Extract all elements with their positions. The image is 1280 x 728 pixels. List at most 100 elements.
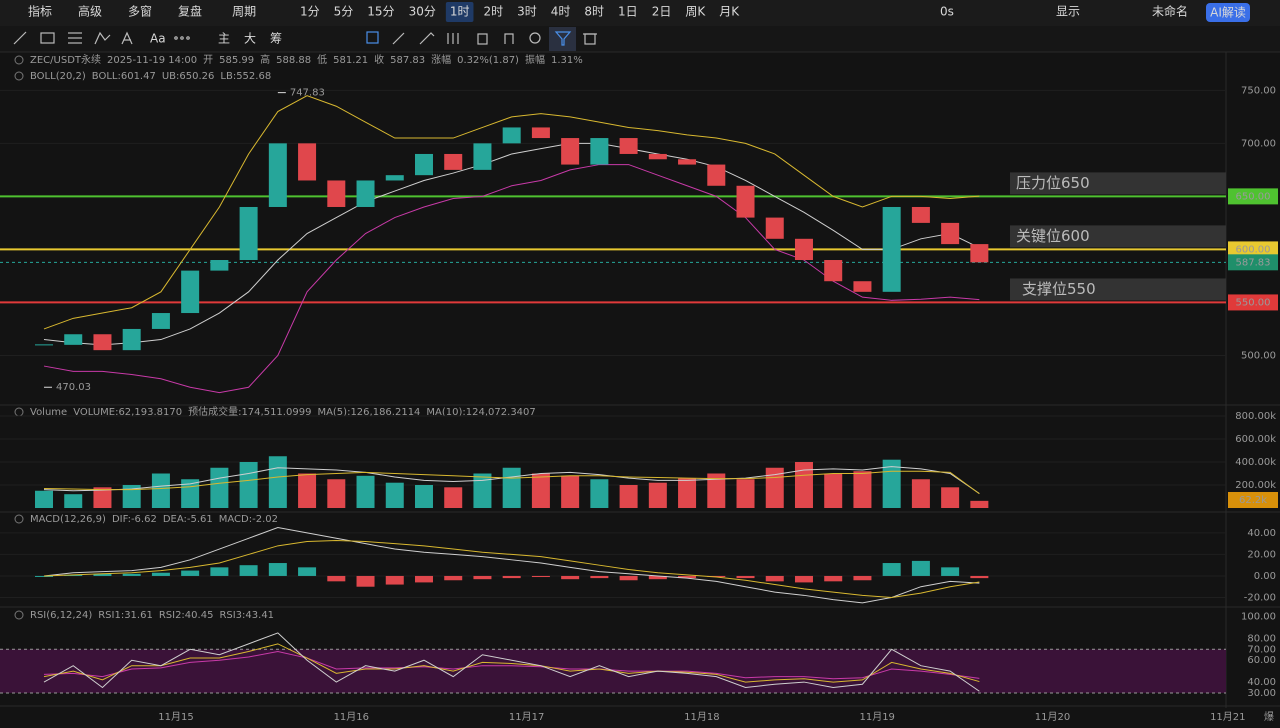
y-tick-label: 400.00k bbox=[1235, 457, 1276, 468]
indicator-header: 2025-11-19 14:00 bbox=[107, 55, 197, 66]
level-box bbox=[1010, 172, 1226, 195]
volume-bar bbox=[736, 479, 755, 508]
candle-body bbox=[561, 138, 580, 165]
macd-bar bbox=[444, 575, 463, 581]
drawing-tools[interactable] bbox=[13, 3, 1250, 51]
candle-body bbox=[93, 334, 112, 351]
menu-item[interactable]: 高级 bbox=[78, 4, 102, 19]
ai-button[interactable]: AI解读 bbox=[1210, 6, 1246, 20]
level-name: 压力位650 bbox=[1016, 174, 1090, 192]
period[interactable]: 1日 bbox=[618, 5, 638, 19]
tool-text[interactable]: 筹 bbox=[270, 32, 282, 46]
eye-icon[interactable] bbox=[14, 71, 24, 81]
period[interactable]: 15分 bbox=[367, 5, 394, 19]
menu-item[interactable]: 指标 bbox=[28, 4, 52, 19]
macd-bar bbox=[414, 575, 433, 583]
indicator-header: 1.31% bbox=[551, 55, 583, 66]
indicator-header: MA(10):124,072.3407 bbox=[426, 407, 535, 418]
eye-icon[interactable] bbox=[14, 610, 24, 620]
indicator-header: 收 bbox=[374, 53, 384, 66]
menu-item[interactable]: 周期 bbox=[232, 5, 256, 19]
level-name: 支撑位550 bbox=[1022, 280, 1096, 298]
candle-body bbox=[736, 185, 755, 218]
y-tick-label: 700.00 bbox=[1241, 138, 1276, 149]
macd-bar bbox=[327, 575, 346, 582]
volume-bar bbox=[531, 473, 550, 508]
volume-bar bbox=[561, 475, 580, 508]
eye-icon[interactable] bbox=[14, 55, 24, 65]
candle-body bbox=[327, 180, 346, 207]
y-tick-label: 40.00 bbox=[1247, 528, 1276, 539]
menu-item[interactable]: 复盘 bbox=[178, 4, 202, 19]
macd-bar bbox=[385, 575, 404, 585]
period[interactable]: 2日 bbox=[652, 5, 672, 19]
tool-text[interactable]: 大 bbox=[244, 32, 256, 46]
macd-bar bbox=[502, 575, 521, 579]
y-tick-label: -20.00 bbox=[1244, 592, 1276, 603]
period[interactable]: 1时 bbox=[450, 5, 470, 19]
candle-body bbox=[531, 127, 550, 139]
candle-body bbox=[678, 159, 697, 165]
candle-body bbox=[970, 244, 989, 263]
level-axis-label: 550.00 bbox=[1236, 297, 1271, 308]
period[interactable]: 1分 bbox=[300, 5, 320, 19]
macd-bar bbox=[794, 575, 813, 583]
candle-body bbox=[590, 138, 609, 165]
volume-bar bbox=[298, 473, 317, 508]
level-name: 关键位600 bbox=[1016, 227, 1090, 245]
rsi1 bbox=[43, 632, 980, 692]
volume-bar bbox=[151, 473, 170, 508]
top-right-item[interactable]: 未命名 bbox=[1152, 4, 1188, 19]
volume-bar bbox=[268, 456, 287, 508]
indicator-header: 开 bbox=[203, 55, 213, 66]
period[interactable]: 5分 bbox=[334, 5, 354, 19]
boll-lb bbox=[43, 164, 980, 394]
menu-item[interactable]: 多窗 bbox=[128, 5, 152, 19]
period[interactable]: 4时 bbox=[551, 5, 571, 19]
y-tick-label: 70.00 bbox=[1247, 644, 1276, 655]
macd-bar bbox=[35, 575, 53, 577]
macd-bar bbox=[268, 563, 287, 576]
volume-bar bbox=[210, 467, 229, 508]
period[interactable]: 周K bbox=[685, 5, 706, 19]
tool-text[interactable]: 主 bbox=[218, 32, 230, 46]
period[interactable]: 3时 bbox=[517, 5, 537, 19]
period[interactable]: 30分 bbox=[409, 5, 436, 19]
y-tick-label: 40.00 bbox=[1247, 677, 1276, 688]
period[interactable]: 2时 bbox=[483, 5, 503, 19]
macd-bar bbox=[765, 575, 784, 582]
indicator-header: 低 bbox=[317, 53, 327, 66]
candle-body bbox=[210, 260, 229, 271]
volume-bar bbox=[941, 487, 960, 508]
volume-bar bbox=[385, 482, 404, 508]
top-right-item[interactable]: 0s bbox=[940, 5, 954, 19]
eye-icon[interactable] bbox=[14, 514, 24, 524]
extreme-label: 747.83 bbox=[290, 88, 325, 99]
level-box bbox=[1010, 225, 1226, 248]
period-active bbox=[445, 2, 474, 22]
volume-bar bbox=[64, 494, 83, 508]
macd-bar bbox=[531, 575, 550, 578]
volume-bar bbox=[911, 479, 930, 508]
macd-bar bbox=[707, 575, 726, 578]
candle-body bbox=[298, 143, 317, 181]
macd-bar bbox=[93, 573, 112, 576]
macd-bar bbox=[882, 563, 901, 576]
top-bar bbox=[0, 0, 1280, 26]
indicator-header: UB:650.26 bbox=[162, 71, 215, 82]
indicator-header: 587.83 bbox=[390, 55, 425, 66]
indicator-header: 涨幅 bbox=[431, 53, 451, 66]
period[interactable]: 月K bbox=[719, 5, 740, 19]
candle-body bbox=[941, 222, 960, 245]
volume-bar bbox=[794, 462, 813, 508]
y-tick-label: 20.00 bbox=[1247, 549, 1276, 560]
volume-bar bbox=[853, 471, 872, 508]
indicator-header: MACD:-2.02 bbox=[219, 514, 278, 525]
y-tick-label: 600.00k bbox=[1235, 434, 1276, 445]
volume-ma10 bbox=[43, 470, 980, 495]
period[interactable]: 8时 bbox=[584, 5, 604, 19]
tool-text[interactable]: Aa bbox=[150, 32, 166, 46]
top-right-item[interactable]: 显示 bbox=[1056, 5, 1080, 19]
volume-bar bbox=[707, 473, 726, 508]
